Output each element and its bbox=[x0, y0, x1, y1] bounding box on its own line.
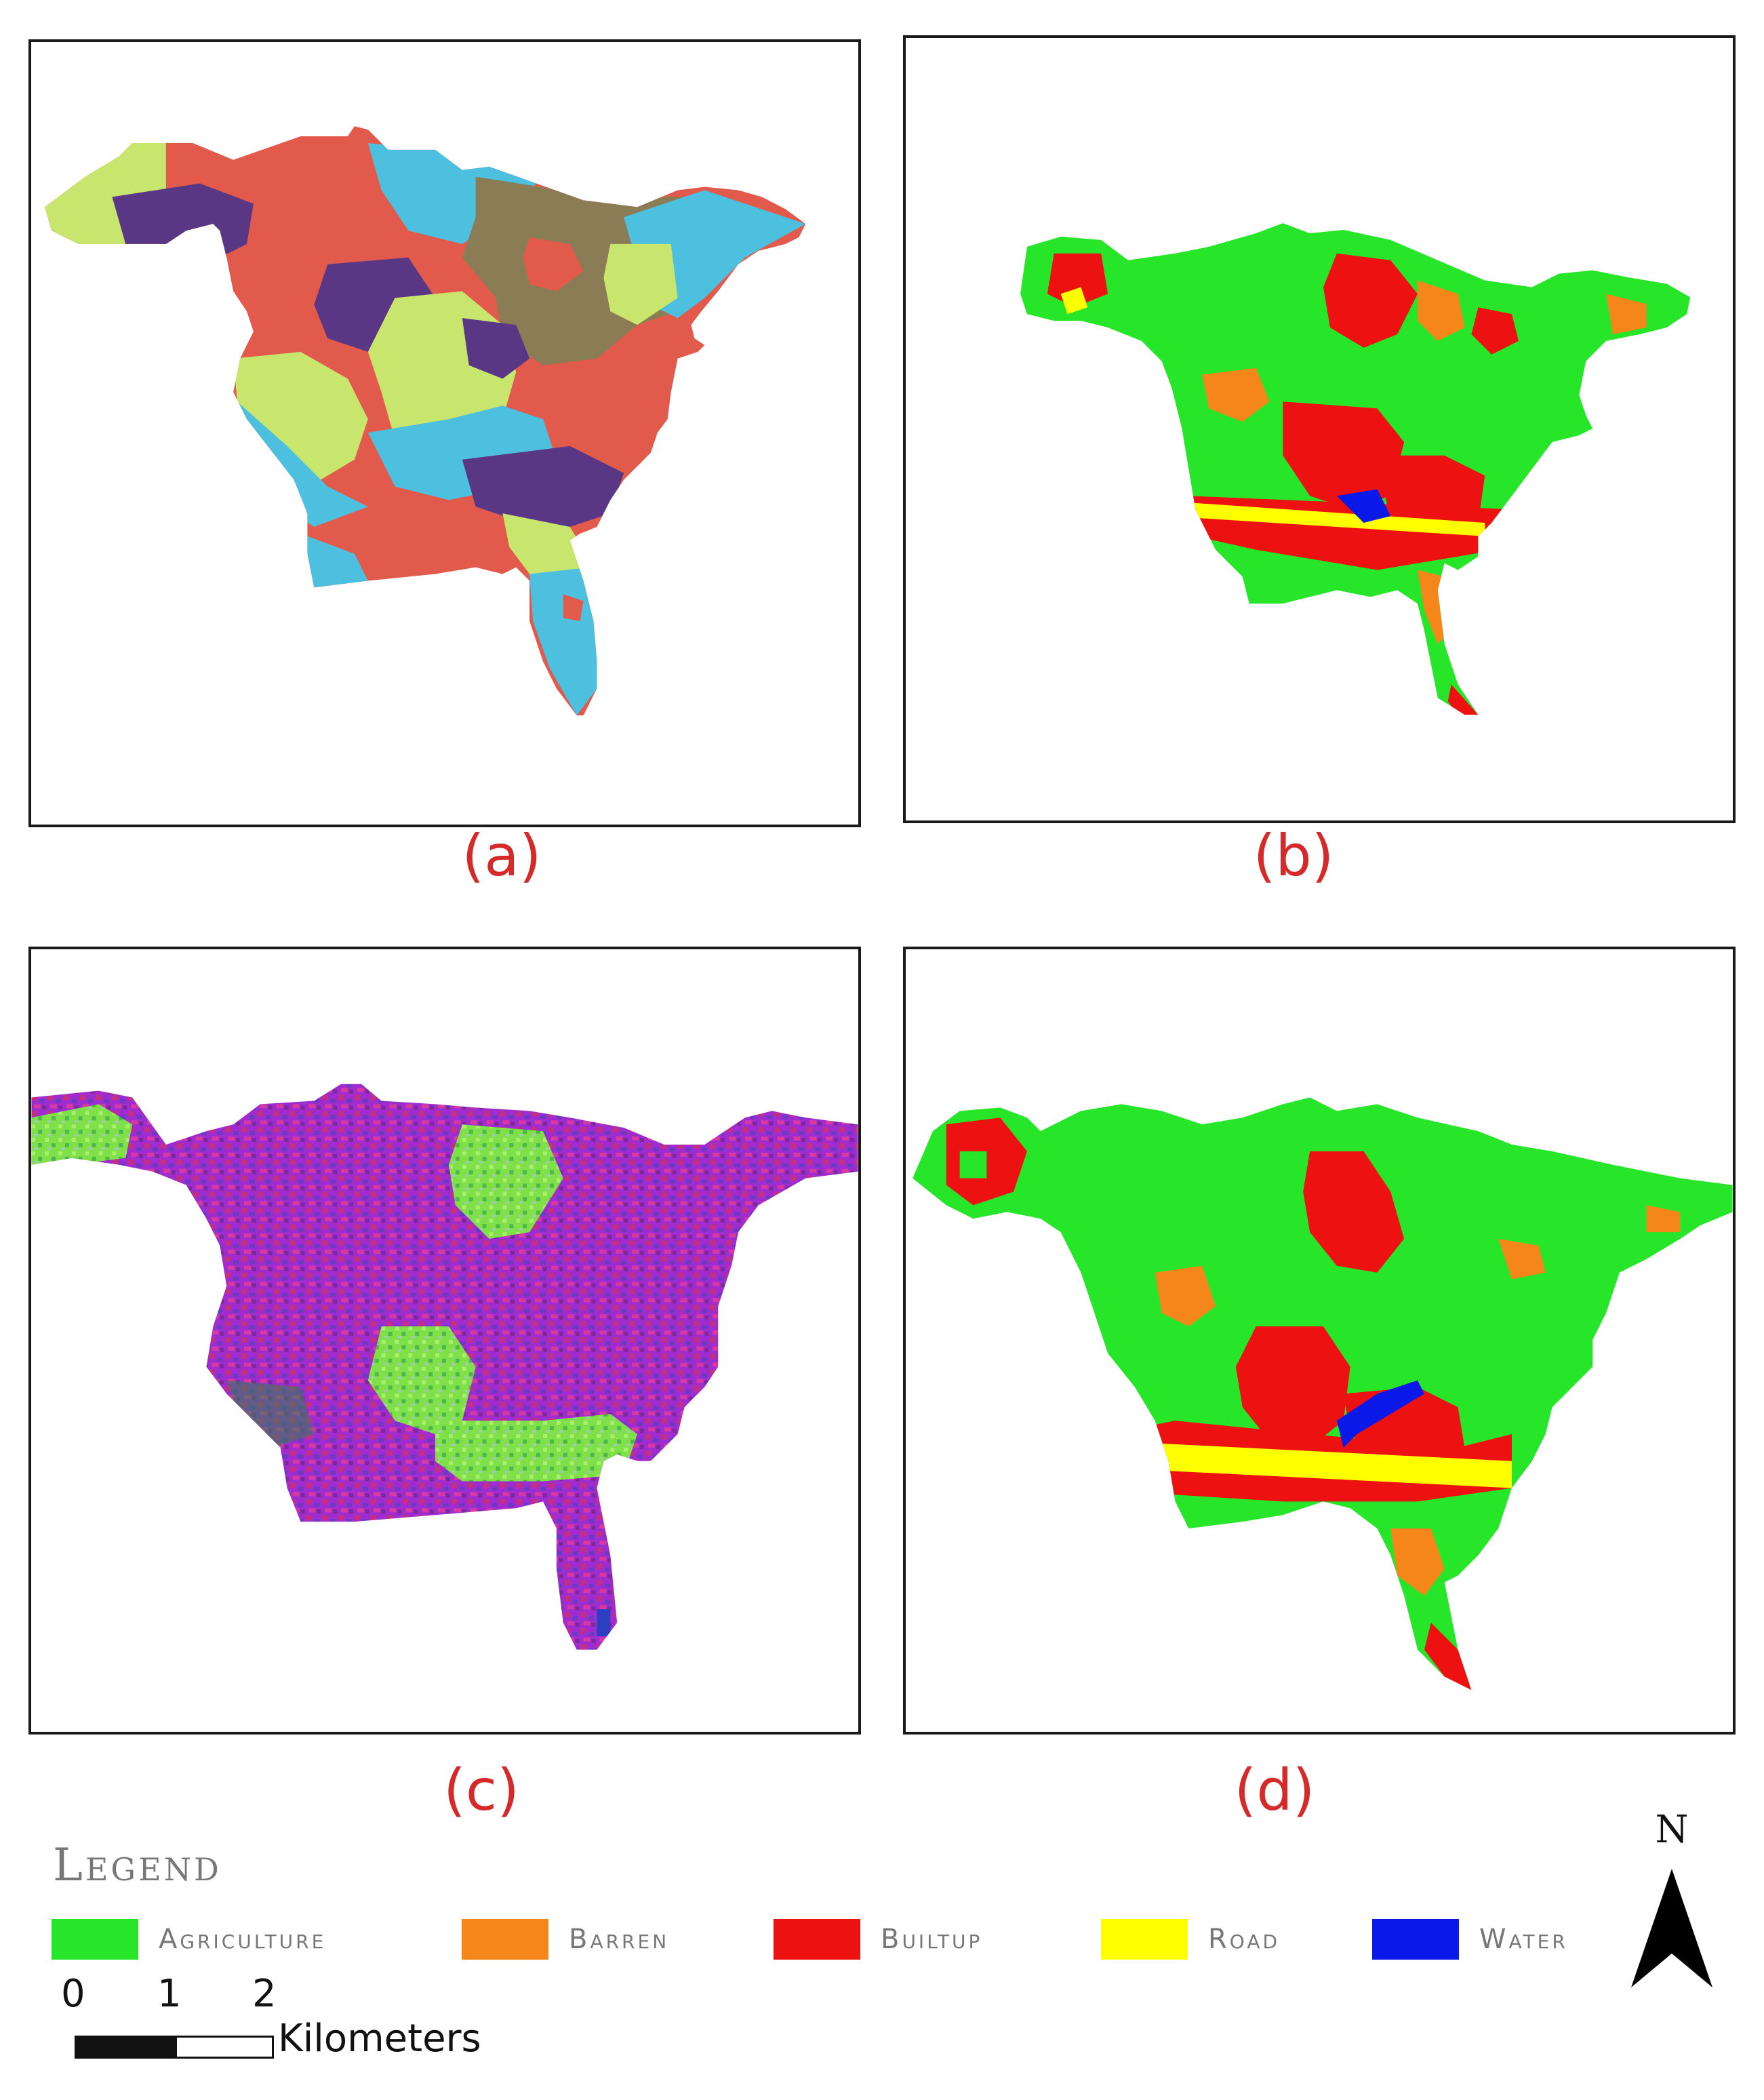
legend-label-barren: Barren bbox=[569, 1924, 670, 1955]
scale-bar-black-segment bbox=[75, 2036, 177, 2059]
legend-item-agriculture: Agriculture bbox=[52, 1918, 326, 1961]
scale-bar: 0 1 2 Kilometers bbox=[61, 1972, 536, 2087]
north-label: N bbox=[1655, 1808, 1689, 1852]
classified-map-d bbox=[913, 1097, 1733, 1690]
legend-label-agriculture: Agriculture bbox=[159, 1924, 327, 1955]
satellite-composite bbox=[31, 1084, 858, 1650]
map-panel-d bbox=[903, 947, 1736, 1735]
legend-label-road: Road bbox=[1208, 1924, 1281, 1955]
segmentation-regions bbox=[45, 126, 806, 716]
legend-item-builtup: Builtup bbox=[774, 1918, 982, 1961]
legend-swatch-agriculture bbox=[52, 1919, 138, 1960]
composite-regions bbox=[31, 1084, 858, 1650]
scale-tick-0: 0 bbox=[61, 1972, 85, 2016]
legend-swatch-barren bbox=[462, 1919, 548, 1960]
map-panel-b bbox=[903, 35, 1736, 823]
legend-swatch-road bbox=[1101, 1919, 1188, 1960]
legend-item-barren: Barren bbox=[462, 1918, 669, 1961]
legend-label-builtup: Builtup bbox=[881, 1924, 983, 1955]
legend-label-water: Water bbox=[1479, 1924, 1568, 1955]
scale-tick-2: 2 bbox=[252, 1972, 277, 2016]
caption-c: (c) bbox=[443, 1757, 519, 1823]
classified-regions-b bbox=[1020, 223, 1691, 715]
legend-swatch-water bbox=[1372, 1919, 1459, 1960]
caption-d: (d) bbox=[1234, 1757, 1315, 1823]
legend-swatch-builtup bbox=[774, 1919, 860, 1960]
classified-regions-d bbox=[913, 1097, 1733, 1690]
scale-bar-white-segment bbox=[175, 2036, 274, 2059]
legend-item-road: Road bbox=[1101, 1918, 1280, 1961]
map-panel-a bbox=[28, 39, 861, 827]
scale-unit: Kilometers bbox=[278, 2017, 481, 2061]
legend-title: Legend bbox=[53, 1839, 222, 1891]
north-arrow: N bbox=[1618, 1808, 1726, 1998]
map-panel-c bbox=[28, 947, 861, 1735]
scale-tick-1: 1 bbox=[157, 1972, 182, 2016]
caption-b: (b) bbox=[1253, 823, 1334, 889]
legend-item-water: Water bbox=[1372, 1918, 1568, 1961]
north-arrow-icon bbox=[1631, 1869, 1712, 1987]
segmentation-map bbox=[45, 126, 806, 716]
legend: Agriculture Barren Builtup Road Water bbox=[52, 1918, 1611, 1965]
classified-map-b bbox=[1020, 223, 1691, 715]
caption-a: (a) bbox=[462, 823, 542, 889]
